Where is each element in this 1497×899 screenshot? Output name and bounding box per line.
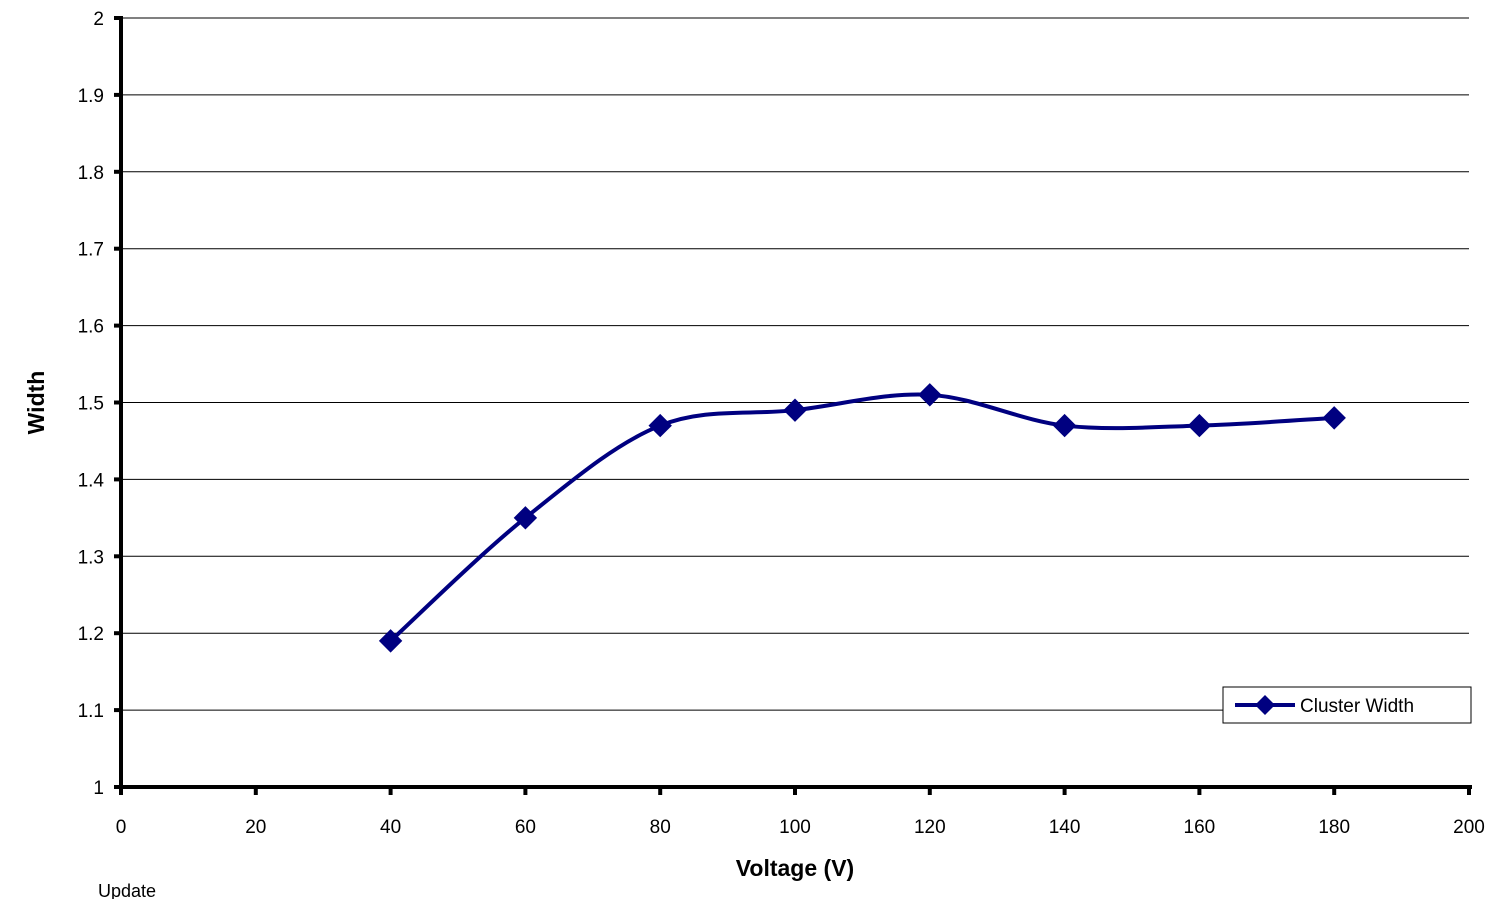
- y-tick-label-1.6: 1.6: [78, 317, 104, 338]
- data-point-160: [1187, 413, 1212, 438]
- x-tick-label-120: 120: [914, 817, 946, 838]
- x-tick-label-100: 100: [779, 817, 811, 838]
- x-tick-label-60: 60: [515, 817, 536, 838]
- update-note: Update: [98, 881, 156, 899]
- y-tick-label-1.9: 1.9: [78, 86, 104, 107]
- x-tick-label-140: 140: [1049, 817, 1081, 838]
- y-tick-label-1.1: 1.1: [78, 701, 104, 722]
- y-tick-label-1.8: 1.8: [78, 163, 104, 184]
- x-tick-label-0: 0: [116, 817, 127, 838]
- x-tick-label-200: 200: [1453, 817, 1485, 838]
- y-tick-label-1.4: 1.4: [78, 470, 105, 491]
- legend: Cluster Width: [1222, 686, 1472, 724]
- y-tick-label-2: 2: [93, 9, 104, 30]
- x-tick-label-20: 20: [245, 817, 266, 838]
- x-tick-label-80: 80: [650, 817, 671, 838]
- y-tick-label-1.7: 1.7: [78, 240, 104, 261]
- data-point-60: [513, 506, 538, 530]
- data-point-120: [918, 383, 942, 407]
- data-point-140: [1052, 413, 1077, 438]
- data-point-80: [648, 413, 672, 438]
- x-tick-label-160: 160: [1184, 817, 1216, 838]
- series-layer: [378, 383, 1346, 653]
- legend-label: Cluster Width: [1300, 696, 1414, 717]
- data-point-100: [783, 398, 807, 422]
- y-axis-title: Width: [23, 371, 49, 435]
- y-tick-label-1.5: 1.5: [78, 394, 104, 415]
- legend-marker-diamond: [1255, 695, 1275, 715]
- gridlines: [121, 17, 1469, 711]
- x-axis-title: Voltage (V): [736, 855, 854, 881]
- y-tick-label-1.3: 1.3: [78, 547, 104, 568]
- x-tick-label-40: 40: [380, 817, 401, 838]
- x-tick-label-180: 180: [1318, 817, 1350, 838]
- ticks: 11.11.21.31.41.51.61.71.81.920 20 40 60 80 10…: [78, 9, 1485, 838]
- y-tick-label-1: 1: [93, 778, 104, 799]
- data-point-40: [378, 629, 403, 653]
- data-point-180: [1322, 406, 1346, 430]
- y-tick-label-1.2: 1.2: [78, 624, 104, 645]
